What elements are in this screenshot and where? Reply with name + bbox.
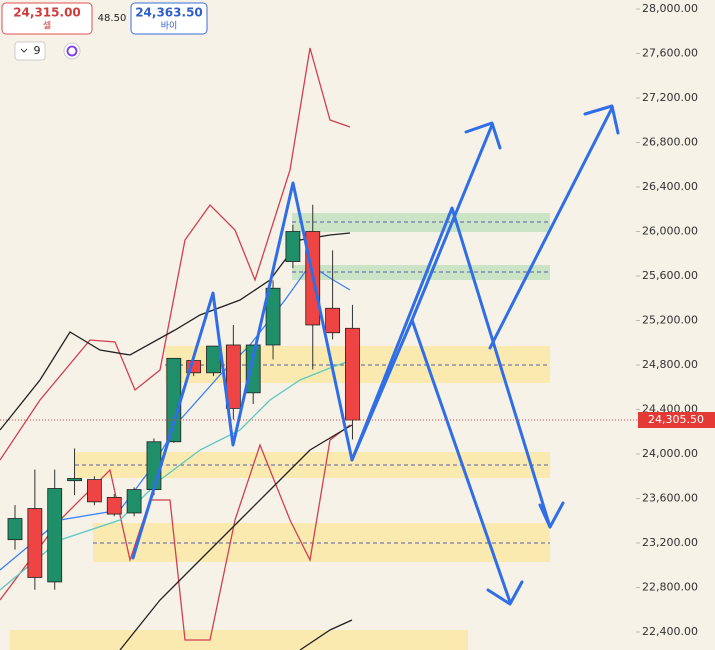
spread: 48.50 [98,13,127,24]
y-tick-label: 26,000.00 [642,225,698,238]
refresh-icon [66,45,78,57]
candle-body [106,496,122,515]
candle-body [245,344,261,394]
arrow-head [464,121,502,150]
y-tick-label: 27,600.00 [642,47,698,60]
y-tick-label: 22,400.00 [642,625,698,638]
current-price-box [638,412,715,429]
candle-body [146,441,162,491]
candle-body [27,508,43,578]
ma-slow [119,424,353,650]
candle-body [206,345,221,374]
y-tick-label: 22,800.00 [642,581,698,594]
interval-button[interactable] [14,41,46,61]
y-tick-label: 23,200.00 [642,536,698,549]
candle-body [225,344,241,409]
y-tick-label: 24,800.00 [642,358,698,371]
chevron [20,48,28,53]
ema-slow [0,359,353,591]
candle-body [345,327,360,421]
y-tick-label: 26,800.00 [642,136,698,149]
candle-body [265,287,281,346]
candle-body [87,479,102,503]
buy-label: 바이 [161,21,178,32]
drawings [131,104,620,606]
y-axis: 28,000.00 27,600.00 27,200.00 26,800.00 26,4… [0,2,715,638]
sell-price: 24,315.00 [13,6,81,20]
buy-price: 24,363.50 [135,6,203,20]
y-tick-label: 25,600.00 [642,269,698,282]
y-tick-label: 23,600.00 [642,492,698,505]
buy-button[interactable] [130,2,208,35]
arrow-head [538,501,565,529]
sell-label: 셀 [43,21,51,32]
candle-body [166,357,182,443]
band-upper [0,47,351,461]
y-tick-label: 26,400.00 [642,180,698,193]
candle-body [7,518,23,541]
candles [7,204,360,590]
arrow [410,123,494,322]
ma-slower [299,619,353,650]
y-tick-label: 27,200.00 [642,91,698,104]
candle-body [285,231,301,262]
candle-body [47,488,63,583]
candle-body [325,307,341,334]
arrow-head [486,580,524,606]
current-price-label: 24,305.50 [648,413,704,426]
y-tick-label: 25,200.00 [642,314,698,327]
candle-body [67,478,82,482]
order-panel: 24,315.00 셀 48.50 24,363.50 바이 9 [1,2,208,61]
arrow-head [583,104,620,135]
y-tick-label: 28,000.00 [642,2,698,15]
y-tick-label: 24,000.00 [642,447,698,460]
sell-button[interactable] [1,2,93,35]
arrow [488,106,614,350]
candle-body [126,489,142,514]
zones [10,213,550,650]
zone [10,630,468,650]
refresh-button[interactable] [63,42,81,60]
band-lower [0,424,351,641]
interval: 9 [34,44,41,57]
zigzag [350,206,552,529]
